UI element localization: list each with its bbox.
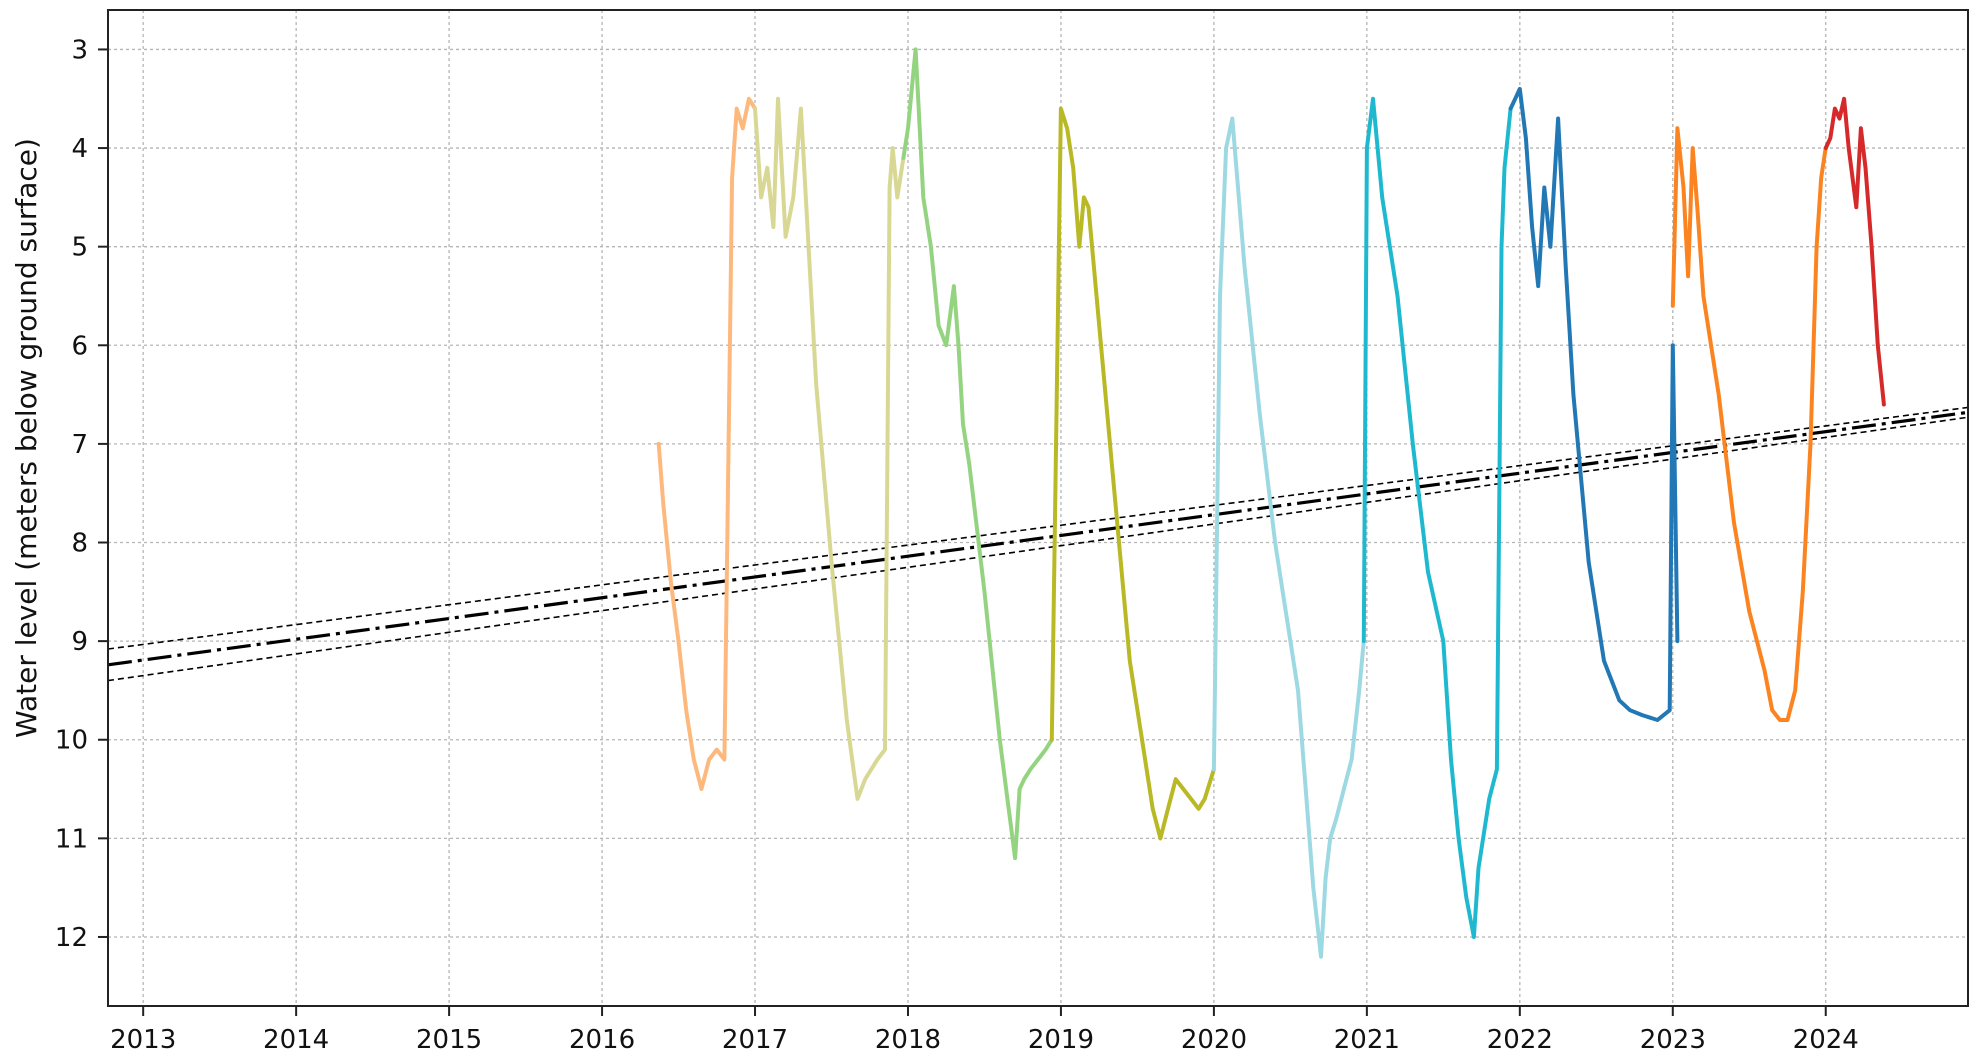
series-lines <box>656 47 1886 959</box>
series-line-9 <box>1823 96 1886 407</box>
x-tick-label: 2018 <box>875 1025 941 1055</box>
x-tick-label: 2022 <box>1487 1025 1553 1055</box>
x-tick-label: 2014 <box>263 1025 329 1055</box>
x-tick-label: 2015 <box>416 1025 482 1055</box>
y-tick-label: 10 <box>55 726 88 756</box>
x-tick-label: 2019 <box>1028 1025 1094 1055</box>
series-line-8 <box>1670 126 1828 722</box>
series-line-2 <box>753 96 906 801</box>
trend-line <box>107 410 1969 667</box>
y-tick-label: 7 <box>71 430 88 460</box>
y-tick-label: 4 <box>71 134 88 164</box>
series-line-3 <box>901 47 1054 861</box>
y-tick-label: 3 <box>71 35 88 65</box>
x-tick-label: 2013 <box>110 1025 176 1055</box>
series-line-6 <box>1361 96 1513 939</box>
series-line-1 <box>656 96 757 791</box>
y-axis-label: Water level (meters below ground surface… <box>10 138 43 738</box>
x-tick-label: 2023 <box>1640 1025 1706 1055</box>
x-tick-label: 2020 <box>1181 1025 1247 1055</box>
x-tick-label: 2016 <box>569 1025 635 1055</box>
series-line-5 <box>1211 116 1366 959</box>
series-line-7 <box>1508 86 1680 722</box>
confidence-upper-line <box>107 406 1969 650</box>
trend-lines <box>107 406 1969 682</box>
grid <box>108 10 1968 1006</box>
y-tick-label: 11 <box>55 824 88 854</box>
y-tick-label: 12 <box>55 923 88 953</box>
x-tick-label: 2017 <box>722 1025 788 1055</box>
confidence-lower-line <box>107 416 1969 682</box>
y-axis-ticks: 3 4 5 6 7 8 9 10 11 12 <box>55 35 108 953</box>
x-axis-ticks: 2013 2014 2015 2016 2017 2018 2019 2020 2021 2022… <box>110 1006 1859 1055</box>
x-tick-label: 2024 <box>1793 1025 1859 1055</box>
x-tick-label: 2021 <box>1334 1025 1400 1055</box>
y-tick-label: 8 <box>71 529 88 559</box>
y-tick-label: 5 <box>71 233 88 263</box>
y-tick-label: 6 <box>71 331 88 361</box>
plot-frame <box>107 9 1969 1007</box>
y-tick-label: 9 <box>71 627 88 657</box>
series-line-4 <box>1049 106 1216 841</box>
